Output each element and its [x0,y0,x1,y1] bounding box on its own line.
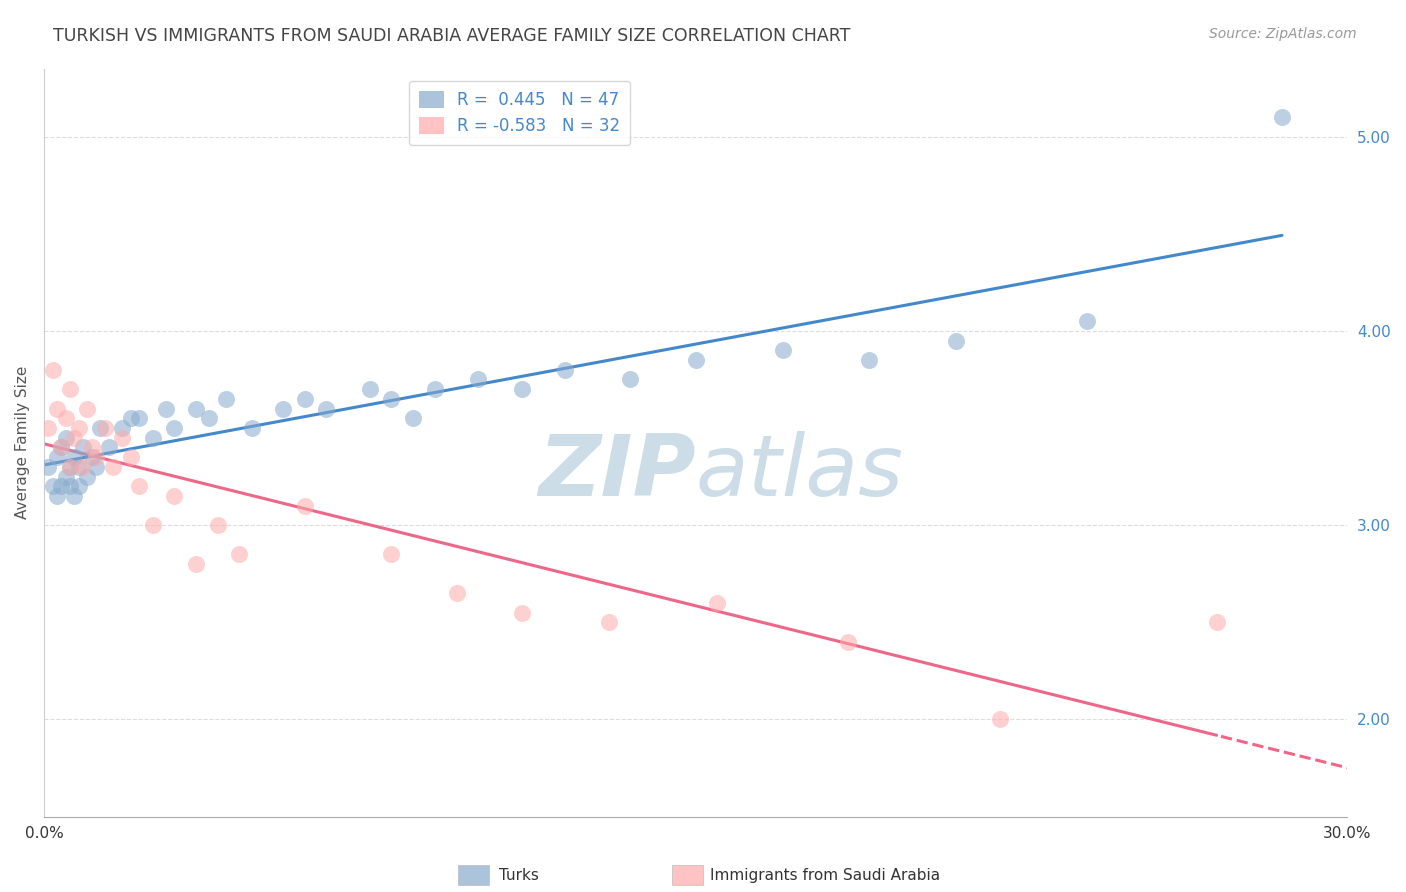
Point [945,334,967,348]
Point [59,459,82,474]
Point [84,459,107,474]
Point [446,586,468,600]
Point [1206,615,1229,630]
Point [98,441,121,455]
Point [184,401,207,416]
Point [59,479,82,493]
Point [72,459,94,474]
Point [510,606,533,620]
Text: Turks: Turks [499,869,538,883]
Point [63,489,86,503]
Point [128,411,150,425]
Point [858,353,880,368]
Point [163,421,186,435]
Point [184,557,207,571]
Point [155,401,177,416]
Legend: R =  0.445   N = 47, R = -0.583   N = 32: R = 0.445 N = 47, R = -0.583 N = 32 [409,80,630,145]
Point [80,450,103,464]
Point [380,392,402,406]
Text: Source: ZipAtlas.com: Source: ZipAtlas.com [1209,27,1357,41]
Point [72,441,94,455]
Point [988,713,1011,727]
Text: Immigrants from Saudi Arabia: Immigrants from Saudi Arabia [710,869,941,883]
Text: TURKISH VS IMMIGRANTS FROM SAUDI ARABIA AVERAGE FAMILY SIZE CORRELATION CHART: TURKISH VS IMMIGRANTS FROM SAUDI ARABIA … [53,27,851,45]
Point [1076,314,1098,328]
Point [111,431,134,445]
Point [1271,110,1294,124]
Text: ZIP: ZIP [538,431,696,514]
Point [402,411,425,425]
Point [619,372,641,386]
Point [80,441,103,455]
Point [837,634,859,648]
Point [41,362,63,376]
Point [37,459,59,474]
Point [63,431,86,445]
Point [89,421,111,435]
Point [228,547,250,561]
Point [37,421,59,435]
Point [67,459,90,474]
Point [45,489,67,503]
Point [510,382,533,396]
Point [51,441,73,455]
Point [55,469,77,483]
Point [63,450,86,464]
Point [467,372,489,386]
Point [772,343,794,358]
Point [271,401,294,416]
Point [76,469,98,483]
Point [120,450,142,464]
Y-axis label: Average Family Size: Average Family Size [15,366,30,519]
Point [128,479,150,493]
Point [198,411,221,425]
Point [380,547,402,561]
Point [685,353,707,368]
Point [111,421,134,435]
Point [315,401,337,416]
Point [141,518,163,533]
Point [59,382,82,396]
Point [554,362,576,376]
Point [294,392,316,406]
Point [207,518,229,533]
Point [242,421,264,435]
Point [84,450,107,464]
Point [55,411,77,425]
Point [45,450,67,464]
Point [67,421,90,435]
Point [706,596,728,610]
Point [59,459,82,474]
Point [141,431,163,445]
Point [55,431,77,445]
Text: atlas: atlas [696,431,904,514]
Point [76,401,98,416]
Point [41,479,63,493]
Point [423,382,446,396]
Point [45,401,67,416]
Point [51,479,73,493]
Point [598,615,620,630]
Point [120,411,142,425]
Point [215,392,238,406]
Point [359,382,381,396]
Point [163,489,186,503]
Point [294,499,316,513]
Point [103,459,125,474]
Point [67,479,90,493]
Point [51,441,73,455]
Point [93,421,115,435]
